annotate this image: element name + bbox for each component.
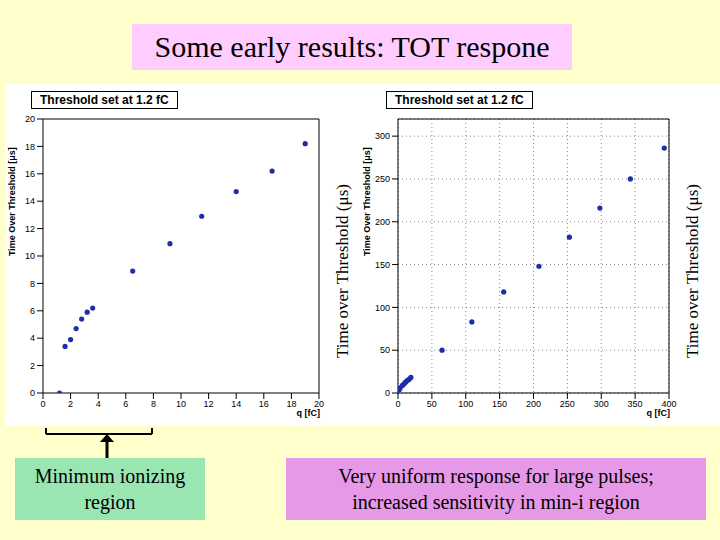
svg-text:150: 150 <box>375 260 390 270</box>
html-text:region: region <box>84 491 136 513</box>
svg-text:14: 14 <box>231 399 241 409</box>
svg-text:10: 10 <box>25 251 35 261</box>
svg-text:200: 200 <box>375 217 390 227</box>
svg-text:4: 4 <box>96 399 101 409</box>
svg-text:50: 50 <box>427 399 437 409</box>
svg-text:0: 0 <box>395 399 400 409</box>
svg-text:16: 16 <box>259 399 269 409</box>
svg-text:8: 8 <box>151 399 156 409</box>
svg-text:4: 4 <box>30 333 35 343</box>
html-text:Some early results: TOT respon: Some early results: TOT respone <box>154 30 550 63</box>
svg-text:250: 250 <box>560 399 575 409</box>
svg-text:6: 6 <box>30 306 35 316</box>
html-text:q [fC]: q [fC] <box>296 408 320 418</box>
svg-text:100: 100 <box>458 399 473 409</box>
svg-text:20: 20 <box>25 114 35 124</box>
svg-text:0: 0 <box>40 399 45 409</box>
html-text:Time Over Threshold [μs]: Time Over Threshold [μs] <box>362 147 372 256</box>
svg-text:300: 300 <box>594 399 609 409</box>
html-text:Threshold set at 1.2 fC: Threshold set at 1.2 fC <box>40 93 169 107</box>
svg-text:16: 16 <box>25 169 35 179</box>
html-text:Time over Threshold (μs): Time over Threshold (μs) <box>333 184 352 358</box>
svg-text:2: 2 <box>30 361 35 371</box>
svg-text:200: 200 <box>526 399 541 409</box>
svg-text:2: 2 <box>68 399 73 409</box>
svg-text:12: 12 <box>204 399 214 409</box>
svg-text:350: 350 <box>628 399 643 409</box>
svg-text:0: 0 <box>385 388 390 398</box>
svg-text:150: 150 <box>492 399 507 409</box>
html-text:Time Over Threshold [μs]: Time Over Threshold [μs] <box>7 147 17 256</box>
svg-text:20: 20 <box>314 399 324 409</box>
svg-text:300: 300 <box>375 131 390 141</box>
html-text:Threshold set at 1.2 fC: Threshold set at 1.2 fC <box>395 93 524 107</box>
svg-text:18: 18 <box>286 399 296 409</box>
svg-text:18: 18 <box>25 142 35 152</box>
svg-text:50: 50 <box>380 345 390 355</box>
html-text:increased sensitivity in min-i: increased sensitivity in min-i region <box>352 491 640 513</box>
svg-text:100: 100 <box>375 303 390 313</box>
svg-text:8: 8 <box>30 279 35 289</box>
svg-text:10: 10 <box>176 399 186 409</box>
html-text:Very uniform response for larg: Very uniform response for large pulses; <box>338 465 654 487</box>
svg-text:14: 14 <box>25 196 35 206</box>
html-text:Time over Threshold (μs): Time over Threshold (μs) <box>683 184 702 358</box>
svg-text:400: 400 <box>661 399 676 409</box>
html-text:Minimum ionizing: Minimum ionizing <box>34 465 186 487</box>
svg-text:0: 0 <box>30 388 35 398</box>
html-text:q [fC]: q [fC] <box>646 408 670 418</box>
svg-text:12: 12 <box>25 224 35 234</box>
svg-text:6: 6 <box>123 399 128 409</box>
svg-text:250: 250 <box>375 174 390 184</box>
